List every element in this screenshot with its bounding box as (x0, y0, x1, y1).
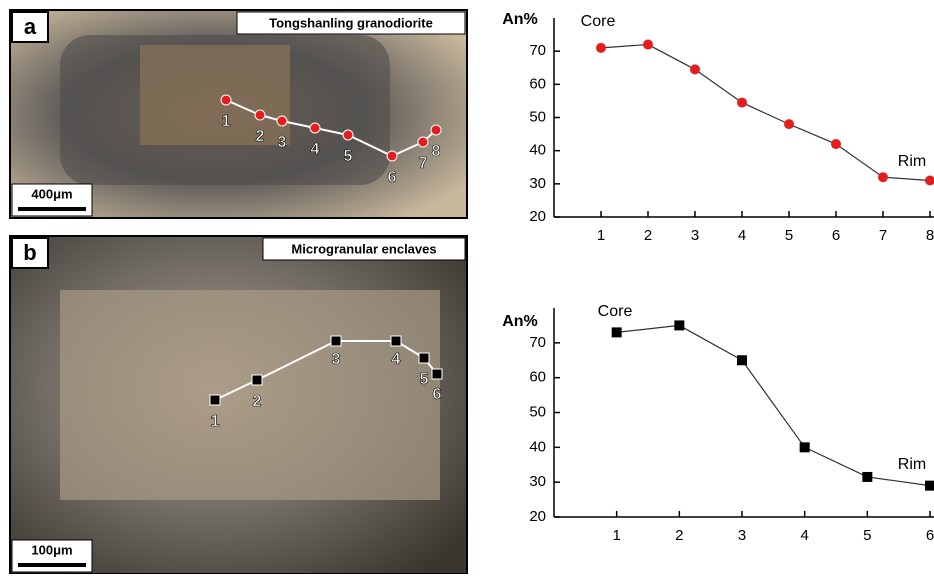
scale-label: 400μm (31, 186, 72, 201)
point-label: 1 (211, 413, 220, 430)
x-tick-label: 3 (691, 227, 699, 244)
annotation: Core (581, 13, 616, 30)
traverse-point (418, 352, 430, 364)
y-tick-label: 60 (529, 75, 546, 92)
x-tick-label: 2 (675, 527, 683, 544)
traverse-point (309, 122, 321, 134)
point-label: 3 (332, 351, 341, 368)
data-point (925, 480, 934, 491)
caption-box (236, 11, 466, 35)
data-point (737, 355, 747, 366)
traverse-point (220, 94, 232, 106)
photo-a (9, 9, 468, 219)
y-tick-label: 40 (529, 438, 546, 455)
traverse-point (251, 374, 263, 386)
data-point (690, 64, 700, 75)
x-tick-label: 6 (926, 527, 934, 544)
y-axis-label: An% (502, 313, 538, 330)
data-point (862, 471, 873, 482)
y-tick-label: 60 (529, 369, 546, 386)
point-label: 4 (392, 351, 401, 368)
y-axis-label: An% (502, 11, 538, 28)
traverse-point (417, 136, 429, 148)
traverse-point (254, 109, 266, 121)
x-tick-label: 1 (597, 227, 605, 244)
point-label: 8 (432, 143, 441, 160)
traverse-point (430, 124, 442, 136)
panel-label-box (11, 11, 49, 43)
data-point (643, 39, 653, 50)
annotation: Rim (898, 153, 926, 170)
point-label: 5 (344, 148, 353, 165)
panel-label: b (23, 240, 36, 265)
y-tick-label: 50 (529, 108, 546, 125)
data-point (925, 175, 934, 186)
point-label: 6 (388, 169, 397, 186)
x-tick-label: 5 (863, 527, 871, 544)
x-tick-label: 2 (644, 227, 652, 244)
y-tick-label: 30 (529, 473, 546, 490)
x-tick-label: 3 (738, 527, 746, 544)
traverse-point (386, 150, 398, 162)
point-label: 6 (433, 386, 442, 403)
y-tick-label: 40 (529, 142, 546, 159)
x-tick-label: 5 (785, 227, 793, 244)
data-point (878, 172, 888, 183)
scale-label: 100μm (31, 542, 72, 557)
data-point (596, 42, 606, 53)
point-label: 3 (278, 134, 287, 151)
caption: Microgranular enclaves (291, 241, 436, 256)
caption: Tongshanling granodiorite (269, 15, 433, 30)
traverse-point (330, 335, 342, 347)
y-tick-label: 20 (529, 208, 546, 225)
photo-b (9, 235, 468, 575)
data-point (674, 320, 685, 331)
y-tick-label: 20 (529, 508, 546, 525)
traverse-point (342, 129, 354, 141)
data-point (611, 327, 622, 338)
traverse-point (209, 394, 221, 406)
point-label: 5 (420, 371, 429, 388)
x-tick-label: 7 (879, 227, 887, 244)
x-tick-label: 8 (926, 227, 934, 244)
point-label: 1 (222, 113, 231, 130)
x-tick-label: 6 (832, 227, 840, 244)
data-point (737, 97, 747, 108)
point-label: 2 (253, 393, 262, 410)
y-tick-label: 50 (529, 403, 546, 420)
traverse-point (390, 335, 402, 347)
data-point (831, 139, 841, 150)
data-line (616, 324, 931, 487)
data-point (784, 119, 794, 130)
annotation: Core (598, 303, 633, 320)
data-line (600, 43, 931, 182)
x-tick-label: 4 (738, 227, 746, 244)
traverse-point (431, 368, 443, 380)
data-point (799, 442, 810, 453)
traverse-point (276, 115, 288, 127)
annotation: Rim (898, 456, 926, 473)
y-tick-label: 70 (529, 334, 546, 351)
caption-box (262, 237, 466, 261)
point-label: 2 (256, 128, 265, 145)
point-label: 7 (419, 155, 428, 172)
y-tick-label: 70 (529, 42, 546, 59)
panel-label: a (24, 14, 37, 39)
x-tick-label: 1 (612, 527, 620, 544)
y-tick-label: 30 (529, 175, 546, 192)
x-tick-label: 4 (800, 527, 808, 544)
point-label: 4 (311, 141, 320, 158)
panel-label-box (11, 237, 49, 269)
